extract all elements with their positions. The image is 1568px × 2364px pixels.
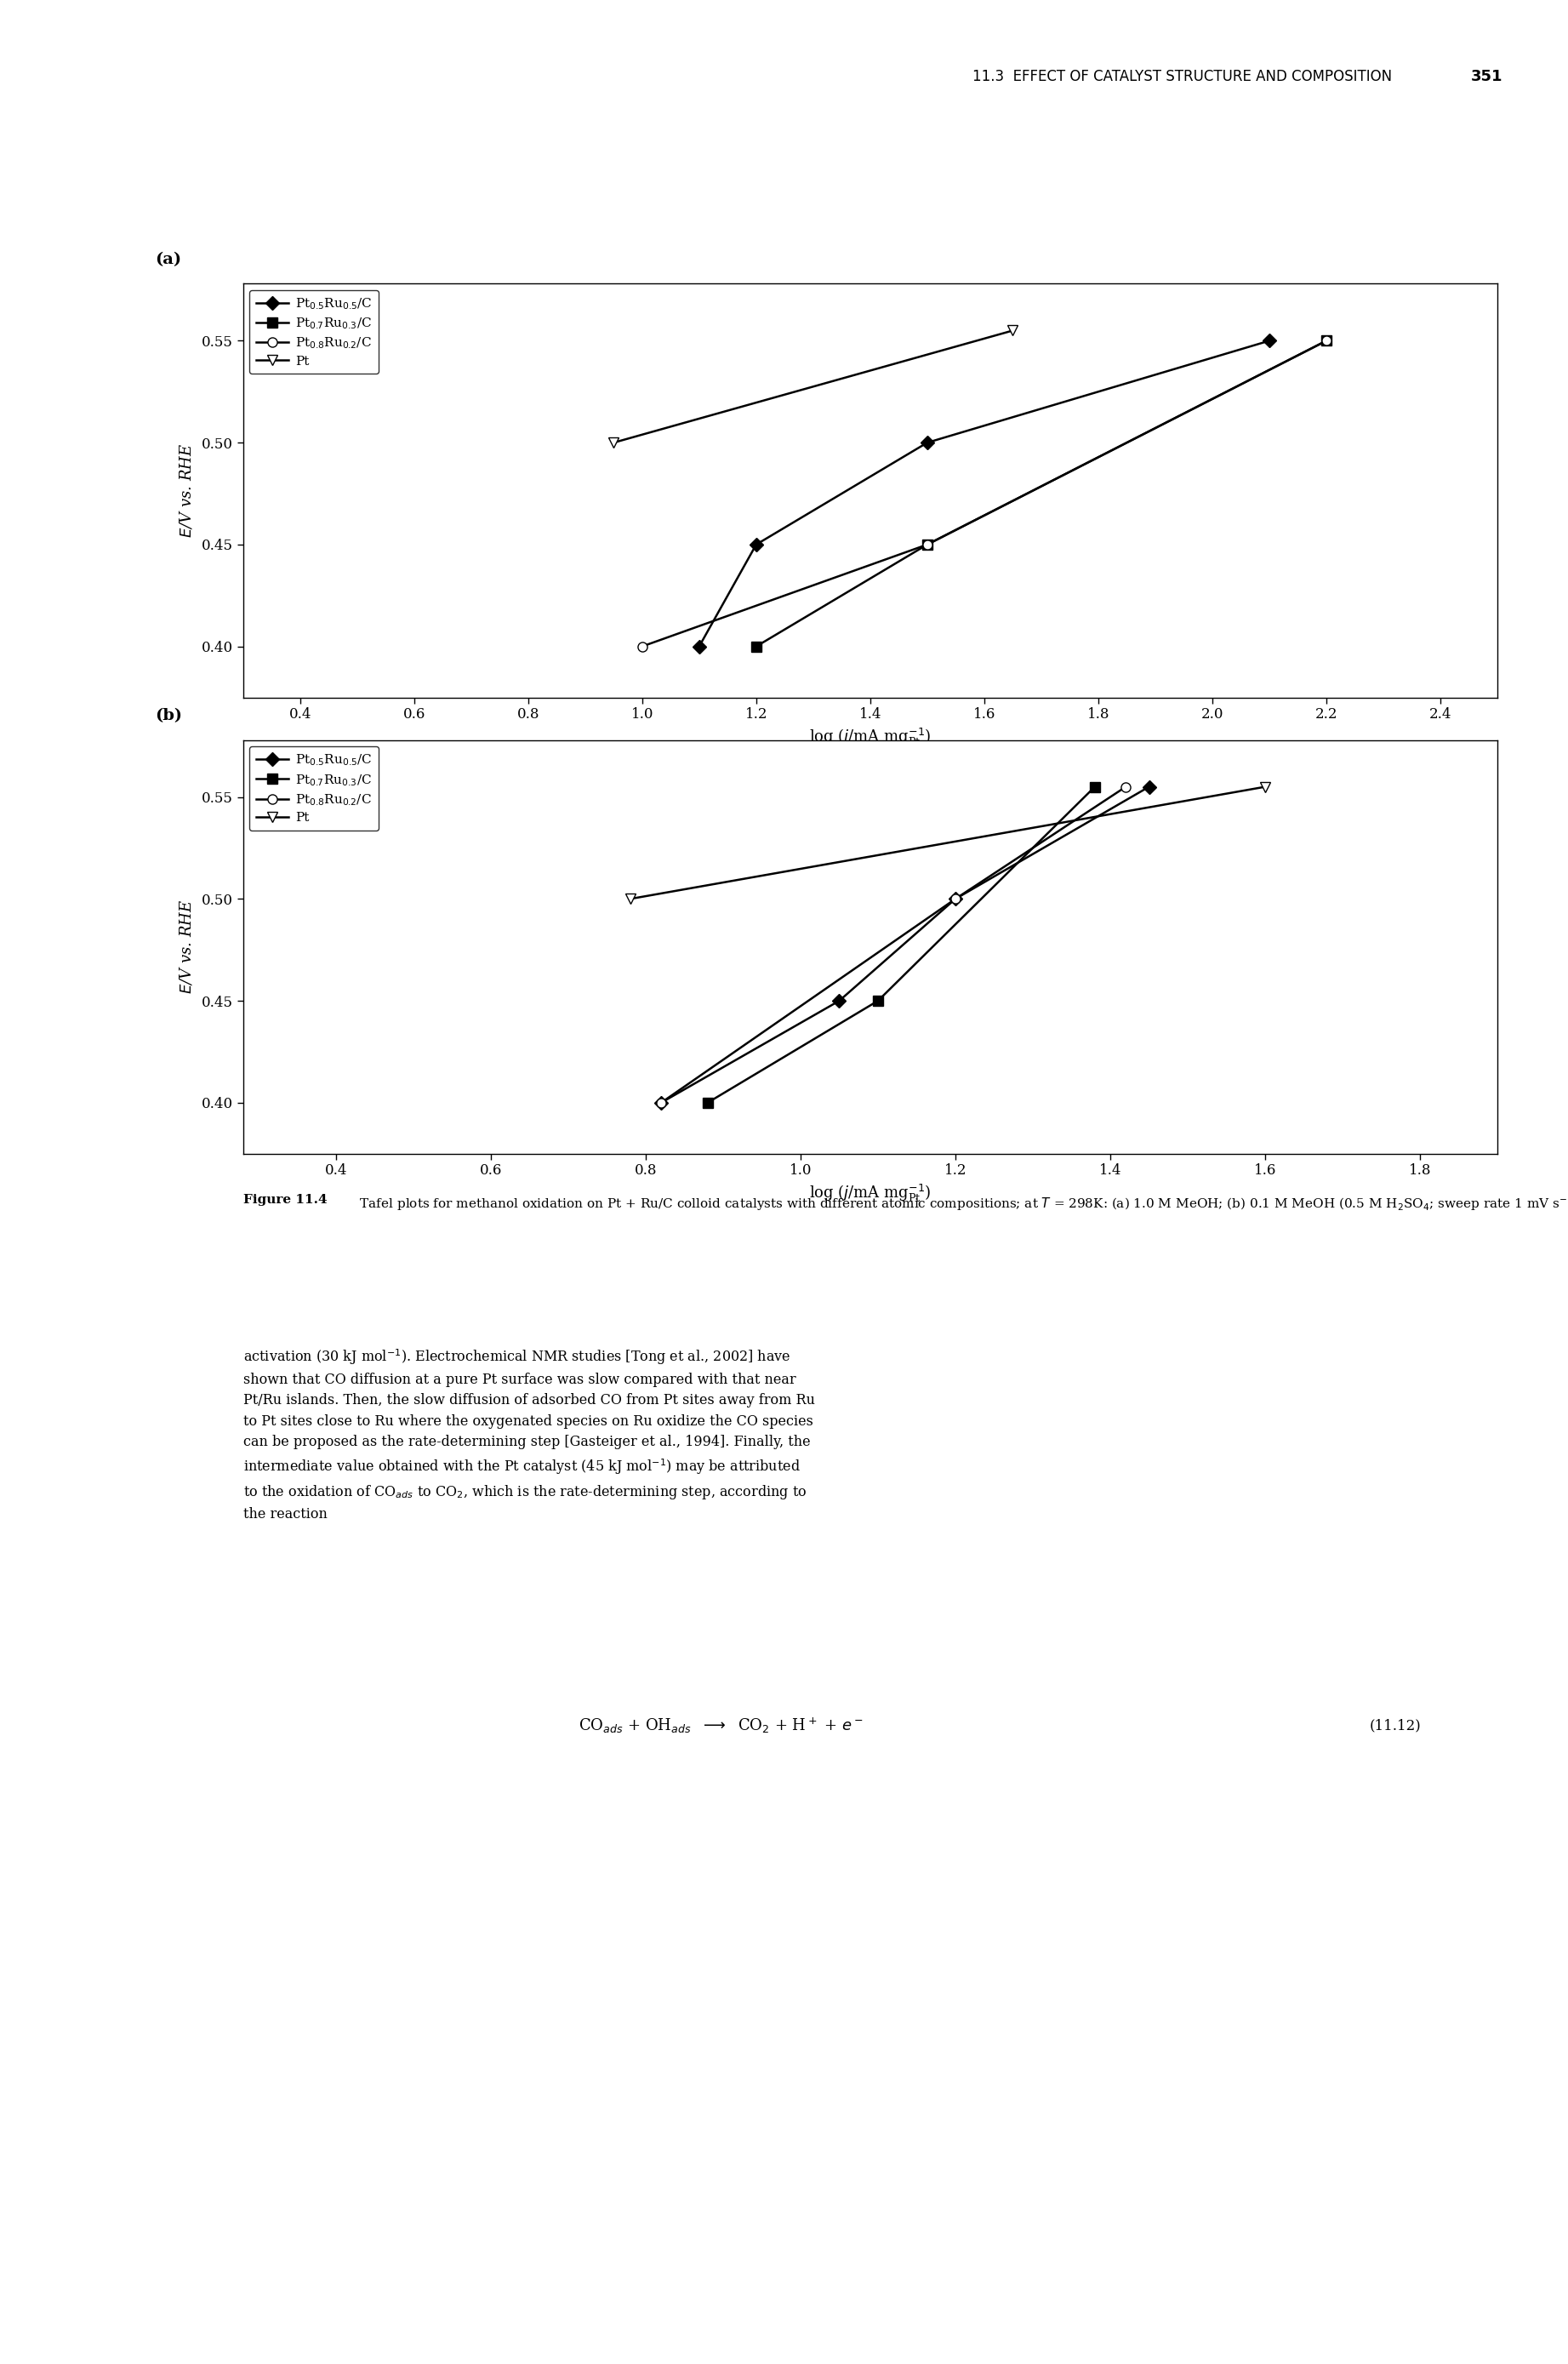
Text: activation (30 kJ mol$^{-1}$). Electrochemical NMR studies [Tong et al., 2002] h: activation (30 kJ mol$^{-1}$). Electroch…	[243, 1347, 815, 1522]
Text: (b): (b)	[155, 709, 182, 723]
Text: Figure 11.4: Figure 11.4	[243, 1194, 328, 1206]
Text: CO$_{ads}$ + OH$_{ads}$  $\longrightarrow$  CO$_2$ + H$^+$ + $e^-$: CO$_{ads}$ + OH$_{ads}$ $\longrightarrow…	[579, 1716, 864, 1735]
Text: Tafel plots for methanol oxidation on Pt + Ru/C colloid catalysts with different: Tafel plots for methanol oxidation on Pt…	[351, 1194, 1568, 1213]
X-axis label: log ($j$/mA mg$_{\mathregular{Pt}}^{-1}$): log ($j$/mA mg$_{\mathregular{Pt}}^{-1}$…	[809, 1182, 931, 1203]
Y-axis label: $E$/V vs. RHE: $E$/V vs. RHE	[179, 444, 194, 537]
Y-axis label: $E$/V vs. RHE: $E$/V vs. RHE	[179, 901, 194, 993]
Text: (a): (a)	[155, 253, 182, 267]
Legend: Pt$_{0.5}$Ru$_{0.5}$/C, Pt$_{0.7}$Ru$_{0.3}$/C, Pt$_{0.8}$Ru$_{0.2}$/C, Pt: Pt$_{0.5}$Ru$_{0.5}$/C, Pt$_{0.7}$Ru$_{0…	[249, 747, 379, 830]
Text: 351: 351	[1471, 69, 1502, 83]
Text: 11.3  EFFECT OF CATALYST STRUCTURE AND COMPOSITION: 11.3 EFFECT OF CATALYST STRUCTURE AND CO…	[972, 69, 1392, 83]
Legend: Pt$_{0.5}$Ru$_{0.5}$/C, Pt$_{0.7}$Ru$_{0.3}$/C, Pt$_{0.8}$Ru$_{0.2}$/C, Pt: Pt$_{0.5}$Ru$_{0.5}$/C, Pt$_{0.7}$Ru$_{0…	[249, 291, 379, 374]
X-axis label: log ($j$/mA mg$_{\mathregular{Pt}}^{-1}$): log ($j$/mA mg$_{\mathregular{Pt}}^{-1}$…	[809, 726, 931, 747]
Text: (11.12): (11.12)	[1370, 1719, 1421, 1733]
